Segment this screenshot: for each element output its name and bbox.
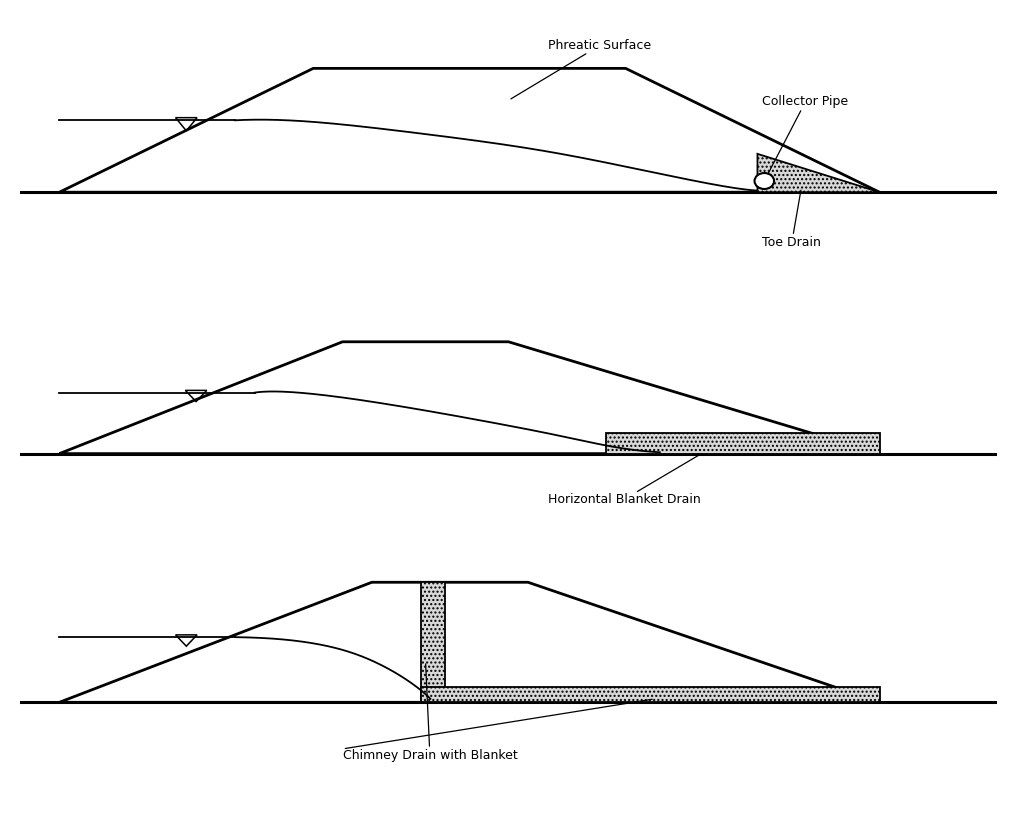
Text: Chimney Drain with Blanket: Chimney Drain with Blanket — [343, 664, 518, 762]
Polygon shape — [59, 68, 880, 193]
Polygon shape — [421, 687, 880, 702]
Text: Collector Pipe: Collector Pipe — [763, 95, 848, 179]
Polygon shape — [758, 154, 880, 193]
Text: Horizontal Blanket Drain: Horizontal Blanket Drain — [547, 453, 702, 506]
Polygon shape — [59, 342, 880, 453]
Text: Toe Drain: Toe Drain — [763, 190, 821, 249]
Circle shape — [755, 173, 774, 189]
Polygon shape — [606, 433, 880, 453]
Polygon shape — [421, 583, 445, 702]
Text: Phreatic Surface: Phreatic Surface — [511, 40, 651, 99]
Polygon shape — [59, 583, 880, 702]
